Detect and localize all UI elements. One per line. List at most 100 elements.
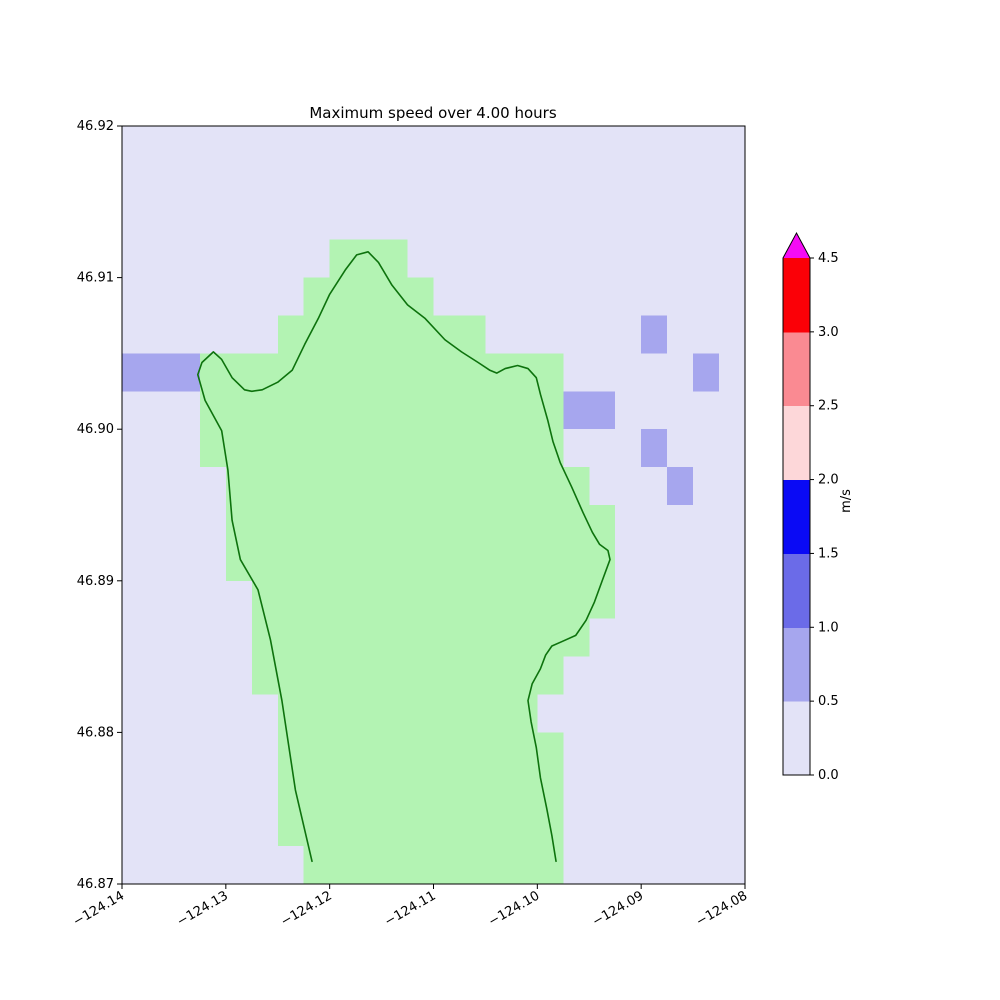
land-cell <box>277 656 304 695</box>
speed-cell <box>122 353 200 392</box>
land-cell <box>329 505 356 543</box>
land-cell <box>355 467 382 505</box>
land-cell <box>407 353 434 392</box>
land-cell <box>355 277 382 316</box>
land-cell <box>485 694 512 733</box>
land-cell <box>381 542 408 581</box>
land-cell <box>537 467 564 505</box>
x-tick-label: −124.14 <box>71 888 127 929</box>
land-cell <box>459 618 486 657</box>
land-cell <box>407 315 434 354</box>
land-cell <box>381 505 408 543</box>
land-cell <box>563 542 590 581</box>
land-cell <box>511 846 538 884</box>
land-cell <box>329 656 356 695</box>
land-cell <box>433 846 460 884</box>
colorbar-tick-label: 2.5 <box>818 399 839 414</box>
land-cell <box>303 429 330 468</box>
land-cell <box>459 808 486 847</box>
land-cell <box>537 732 564 771</box>
land-cell <box>251 656 278 695</box>
land-cell <box>355 429 382 468</box>
chart-title: Maximum speed over 4.00 hours <box>309 104 557 122</box>
land-cell <box>511 467 538 505</box>
land-cell <box>355 580 382 619</box>
land-cell <box>329 467 356 505</box>
land-cell <box>485 542 512 581</box>
land-cell <box>407 277 434 316</box>
land-cell <box>277 391 304 430</box>
speed-cell <box>641 315 668 354</box>
land-cell <box>381 618 408 657</box>
land-cell <box>355 770 382 809</box>
land-cell <box>303 391 330 430</box>
land-cell <box>537 542 564 581</box>
land-cell <box>277 315 304 354</box>
land-cell <box>303 694 330 733</box>
land-cell <box>381 656 408 695</box>
land-cell <box>251 505 278 543</box>
land-cell <box>381 694 408 733</box>
land-cell <box>589 542 616 581</box>
land-cell <box>511 429 538 468</box>
land-cell <box>329 846 356 884</box>
land-cell <box>407 618 434 657</box>
land-cell <box>433 353 460 392</box>
y-tick-label: 46.90 <box>77 422 114 437</box>
land-cell <box>381 353 408 392</box>
land-cell <box>251 618 278 657</box>
land-cell <box>329 429 356 468</box>
plot-area: −124.14 −124.13 −124.12 −124.11 −124.10 −124.… <box>71 119 839 930</box>
colorbar-tick-label: 1.5 <box>818 546 839 561</box>
y-tick-label: 46.87 <box>77 877 114 892</box>
land-cell <box>225 505 252 543</box>
land-cell <box>251 542 278 581</box>
speed-cell <box>667 467 694 505</box>
land-cell <box>329 770 356 809</box>
land-cell <box>251 429 278 468</box>
land-cell <box>433 580 460 619</box>
land-cell <box>355 808 382 847</box>
land-cell <box>459 770 486 809</box>
land-cell <box>329 277 356 316</box>
land-cell <box>407 542 434 581</box>
land-cell <box>355 694 382 733</box>
land-cell <box>511 770 538 809</box>
land-cell <box>303 808 330 847</box>
land-cell <box>277 770 304 809</box>
land-cell <box>329 239 356 278</box>
land-cell <box>485 505 512 543</box>
colorbar-segment <box>783 479 810 554</box>
land-cell <box>433 542 460 581</box>
land-cell <box>381 732 408 771</box>
land-cell <box>537 353 564 392</box>
land-cell <box>459 391 486 430</box>
land-cell <box>381 429 408 468</box>
land-cell <box>485 770 512 809</box>
land-cell <box>303 353 330 392</box>
land-cell <box>381 315 408 354</box>
land-cell <box>355 846 382 884</box>
land-cell <box>459 846 486 884</box>
land-cell <box>277 580 304 619</box>
land-cell <box>537 770 564 809</box>
land-cell <box>329 732 356 771</box>
colorbar: 0.0 0.5 1.0 1.5 2.0 2.5 3.0 4.5 <box>782 231 839 783</box>
land-cell <box>485 391 512 430</box>
land-cell <box>355 618 382 657</box>
land-cell <box>303 580 330 619</box>
land-cell <box>407 808 434 847</box>
land-cell <box>433 467 460 505</box>
land-cell <box>329 694 356 733</box>
land-cell <box>355 391 382 430</box>
land-cell <box>329 391 356 430</box>
land-cell <box>407 505 434 543</box>
land-cell <box>511 353 538 392</box>
land-cell <box>355 505 382 543</box>
land-cell <box>485 618 512 657</box>
land-cell <box>303 467 330 505</box>
land-cell <box>407 732 434 771</box>
land-cell <box>303 656 330 695</box>
